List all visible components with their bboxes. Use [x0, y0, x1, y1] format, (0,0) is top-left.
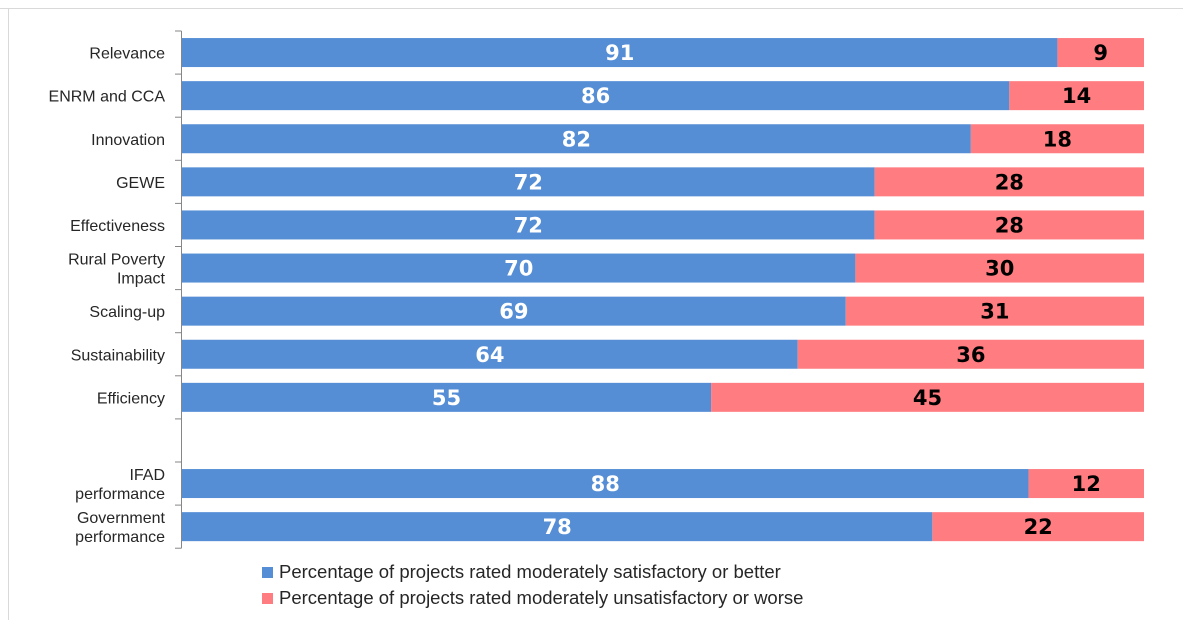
bar-scaling-up-series-1	[182, 296, 846, 326]
category-label-gewe: GEWE	[116, 175, 165, 192]
category-label-line: Effectiveness	[70, 218, 165, 235]
bar-ifad-performance-series-2	[1028, 469, 1144, 499]
plot-area: Relevance ENRM and CCA Innovation GEWE Effec…	[49, 30, 1144, 549]
data-label-effectiveness-series-1: 72	[514, 213, 543, 237]
data-label-scaling-up-series-2: 31	[980, 300, 1009, 324]
legend-swatch-2	[262, 593, 273, 604]
bar-efficiency-series-2	[711, 382, 1144, 412]
data-label-rural-poverty-impact-series-1: 70	[504, 257, 533, 281]
legend-label-2: Percentage of projects rated moderately …	[279, 587, 803, 608]
category-label-efficiency: Efficiency	[97, 390, 165, 407]
legend: Percentage of projects rated moderately …	[262, 561, 803, 608]
category-label-line: IFAD	[129, 467, 165, 484]
category-label-sustainability: Sustainability	[71, 347, 165, 364]
category-label-effectiveness: Effectiveness	[70, 218, 165, 235]
category-label-line: Relevance	[89, 46, 165, 63]
category-label-ifad-performance: IFAD performance	[75, 467, 165, 503]
bar-gewe-series-2	[874, 167, 1144, 197]
bar-rural-poverty-impact-series-2	[855, 253, 1144, 283]
category-label-enrm-and-cca: ENRM and CCA	[49, 89, 166, 106]
data-label-innovation-series-1: 82	[562, 127, 591, 151]
bar-scaling-up-series-2	[845, 296, 1144, 326]
data-label-enrm-and-cca-series-1: 86	[581, 84, 610, 108]
data-label-relevance-series-1: 91	[605, 41, 634, 65]
category-label-line: GEWE	[116, 175, 165, 192]
data-label-gewe-series-1: 72	[514, 170, 543, 194]
category-label-line: Government	[77, 510, 166, 527]
legend-swatch-1	[262, 567, 273, 578]
category-label-line: Innovation	[91, 132, 165, 149]
bar-efficiency-series-1	[182, 382, 712, 412]
bar-rural-poverty-impact-series-1	[182, 253, 856, 283]
bar-enrm-and-cca-series-1	[182, 81, 1010, 111]
bar-government-performance-series-1	[182, 512, 933, 542]
bar-innovation-series-2	[970, 124, 1144, 154]
bar-innovation-series-1	[182, 124, 971, 154]
category-label-government-performance: Government performance	[75, 510, 165, 546]
data-label-gewe-series-2: 28	[995, 170, 1024, 194]
category-label-line: Rural Poverty	[68, 252, 165, 269]
category-label-line: performance	[75, 486, 165, 503]
bar-gewe-series-1	[182, 167, 875, 197]
legend-label-1: Percentage of projects rated moderately …	[279, 561, 781, 582]
data-label-effectiveness-series-2: 28	[995, 213, 1024, 237]
bar-ifad-performance-series-1	[182, 469, 1029, 499]
category-label-line: ENRM and CCA	[49, 89, 166, 106]
category-label-line: Efficiency	[97, 390, 165, 407]
data-label-ifad-performance-series-2: 12	[1072, 472, 1101, 496]
category-label-line: Impact	[117, 271, 166, 288]
category-label-relevance: Relevance	[89, 46, 165, 63]
data-label-sustainability-series-1: 64	[475, 343, 504, 367]
bar-enrm-and-cca-series-2	[1009, 81, 1144, 111]
data-label-innovation-series-2: 18	[1043, 127, 1072, 151]
data-label-relevance-series-2: 9	[1093, 41, 1108, 65]
data-label-efficiency-series-2: 45	[913, 386, 942, 410]
bar-relevance-series-1	[182, 38, 1058, 68]
data-label-government-performance-series-1: 78	[543, 515, 572, 539]
category-label-line: performance	[75, 529, 165, 546]
bar-relevance-series-2	[1057, 38, 1144, 68]
bar-effectiveness-series-1	[182, 210, 875, 240]
category-label-innovation: Innovation	[91, 132, 165, 149]
data-label-sustainability-series-2: 36	[956, 343, 985, 367]
bar-government-performance-series-2	[932, 512, 1144, 542]
bar-sustainability-series-2	[797, 339, 1144, 369]
category-label-rural-poverty-impact: Rural Poverty Impact	[68, 252, 165, 288]
data-label-ifad-performance-series-1: 88	[591, 472, 620, 496]
category-label-line: Sustainability	[71, 347, 165, 364]
category-label-scaling-up: Scaling-up	[89, 304, 165, 321]
data-label-scaling-up-series-1: 69	[499, 300, 528, 324]
bar-sustainability-series-1	[182, 339, 798, 369]
bar-effectiveness-series-2	[874, 210, 1144, 240]
data-label-rural-poverty-impact-series-2: 30	[985, 257, 1014, 281]
data-label-government-performance-series-2: 22	[1024, 515, 1053, 539]
data-label-enrm-and-cca-series-2: 14	[1062, 84, 1091, 108]
category-label-line: Scaling-up	[89, 304, 165, 321]
data-label-efficiency-series-1: 55	[432, 386, 461, 410]
